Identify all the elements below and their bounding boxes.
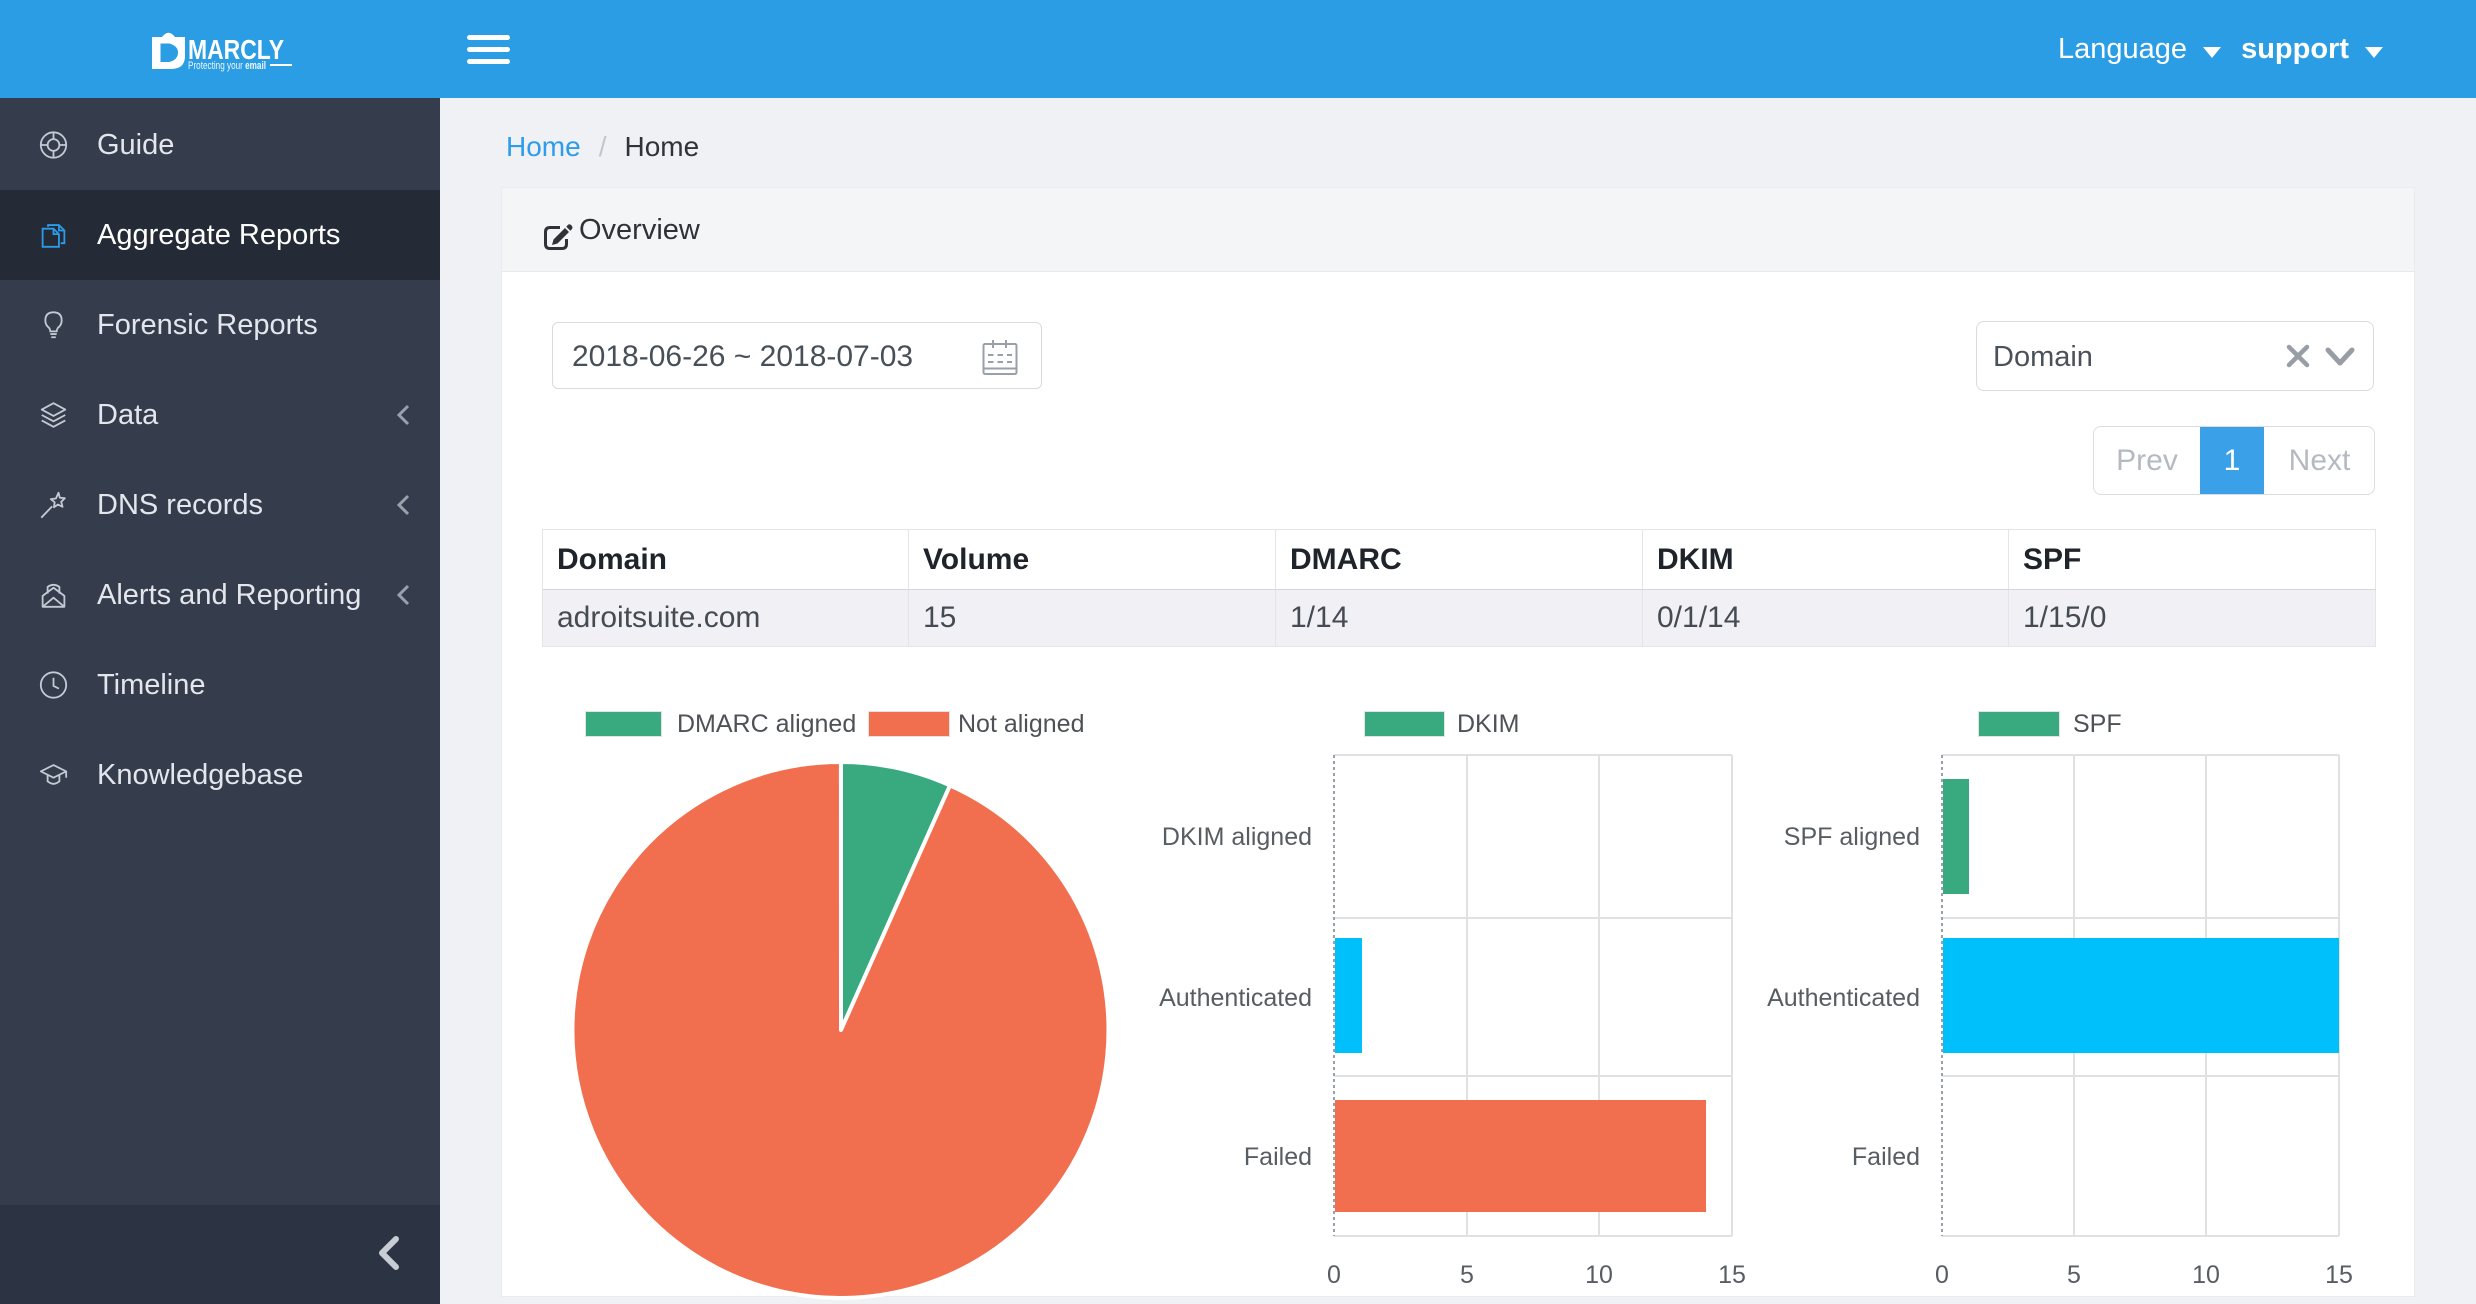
svg-text:Authenticated: Authenticated — [1767, 984, 1920, 1012]
svg-text:10: 10 — [1585, 1261, 1613, 1289]
svg-text:10: 10 — [2192, 1261, 2220, 1289]
svg-text:SPF aligned: SPF aligned — [1784, 823, 1920, 851]
svg-text:Protecting your email: Protecting your email — [188, 60, 266, 72]
svg-text:5: 5 — [1460, 1261, 1474, 1289]
svg-text:DKIM aligned: DKIM aligned — [1162, 823, 1312, 851]
svg-text:0: 0 — [1935, 1261, 1949, 1289]
svg-text:Failed: Failed — [1852, 1143, 1920, 1171]
svg-text:Failed: Failed — [1244, 1143, 1312, 1171]
svg-text:5: 5 — [2067, 1261, 2081, 1289]
svg-text:15: 15 — [1718, 1261, 1746, 1289]
svg-text:0: 0 — [1327, 1261, 1341, 1289]
svg-text:15: 15 — [2325, 1261, 2353, 1289]
svg-text:Authenticated: Authenticated — [1159, 984, 1312, 1012]
svg-text:MARCLY: MARCLY — [188, 34, 284, 65]
